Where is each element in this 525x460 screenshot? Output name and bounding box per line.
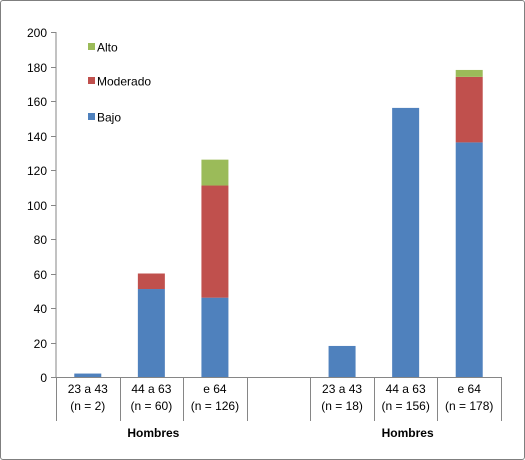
y-tick-label: 0 bbox=[40, 371, 47, 385]
legend-label-bajo: Bajo bbox=[97, 111, 121, 125]
y-tick-label: 180 bbox=[27, 61, 47, 75]
y-tick-label: 40 bbox=[34, 302, 48, 316]
legend-label-alto: Alto bbox=[97, 41, 118, 55]
x-category-count-label: (n = 156) bbox=[381, 399, 429, 413]
bar-segment-bajo bbox=[74, 373, 102, 377]
legend-swatch-alto bbox=[88, 43, 95, 50]
y-tick-label: 120 bbox=[27, 164, 47, 178]
x-category-count-label: (n = 60) bbox=[131, 399, 173, 413]
bar-segment-bajo bbox=[328, 345, 356, 377]
y-tick-label: 160 bbox=[27, 95, 47, 109]
y-tick-label: 80 bbox=[34, 233, 48, 247]
x-group-label: Hombres bbox=[382, 426, 434, 440]
legend-label-moderado: Moderado bbox=[97, 75, 151, 89]
bar-segment-alto bbox=[455, 69, 483, 77]
bar-segment-moderado bbox=[137, 273, 165, 290]
y-tick-label: 20 bbox=[34, 337, 48, 351]
x-category-label: e 64 bbox=[203, 382, 227, 396]
x-category-label: e 64 bbox=[458, 382, 482, 396]
y-tick-label: 140 bbox=[27, 130, 47, 144]
bar-segment-alto bbox=[201, 159, 229, 186]
x-category-count-label: (n = 178) bbox=[445, 399, 493, 413]
x-category-label: 44 a 63 bbox=[386, 382, 426, 396]
y-tick-label: 100 bbox=[27, 199, 47, 213]
bar-segment-bajo bbox=[201, 297, 229, 377]
x-category-label: 23 a 43 bbox=[322, 382, 362, 396]
y-tick-label: 200 bbox=[27, 26, 47, 40]
x-category-count-label: (n = 126) bbox=[191, 399, 239, 413]
x-category-count-label: (n = 2) bbox=[70, 399, 105, 413]
bar-segment-bajo bbox=[137, 289, 165, 377]
bar-segment-moderado bbox=[201, 185, 229, 298]
bar-segment-bajo bbox=[455, 142, 483, 377]
legend-swatch-bajo bbox=[88, 113, 95, 120]
x-category-label: 44 a 63 bbox=[131, 382, 171, 396]
bar-segment-bajo bbox=[392, 107, 420, 378]
y-tick-label: 60 bbox=[34, 268, 48, 282]
x-category-label: 23 a 43 bbox=[68, 382, 108, 396]
x-group-label: Hombres bbox=[127, 426, 179, 440]
x-category-count-label: (n = 18) bbox=[321, 399, 363, 413]
legend-swatch-moderado bbox=[88, 77, 95, 84]
bar-segment-moderado bbox=[455, 76, 483, 143]
